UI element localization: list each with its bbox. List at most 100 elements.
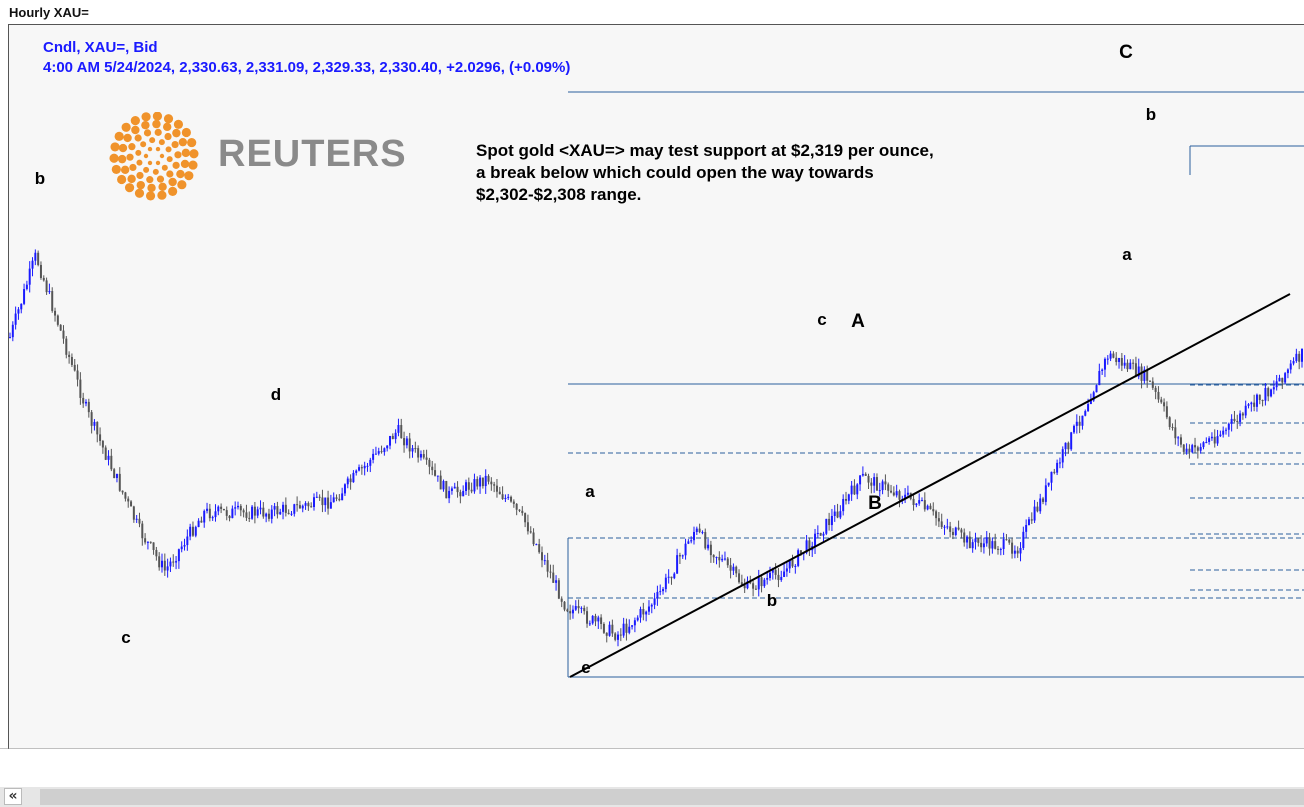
logo-dot <box>140 141 147 148</box>
candle-body <box>819 532 822 536</box>
candle-body <box>307 503 310 507</box>
candle-body <box>34 252 37 261</box>
candle-body <box>546 560 549 572</box>
candle-body <box>735 566 738 574</box>
candle-body <box>453 486 456 489</box>
candle-body <box>678 555 681 557</box>
horizontal-scrollbar[interactable]: « <box>0 787 1304 807</box>
candle-body <box>76 370 79 380</box>
candle-body <box>650 604 653 607</box>
logo-dot <box>154 128 162 136</box>
candle-body <box>740 582 743 586</box>
candle-body <box>861 473 864 476</box>
candle-body <box>479 477 482 487</box>
candle-body <box>222 508 225 511</box>
candle-body <box>363 465 366 469</box>
candle-body <box>177 549 180 562</box>
candle-body <box>169 561 172 567</box>
wave-label: a <box>1122 245 1132 264</box>
candle-body <box>982 543 985 548</box>
scroll-left-double-chevron-icon[interactable]: « <box>4 788 22 805</box>
candle-body <box>814 533 817 547</box>
candle-body <box>51 291 54 311</box>
logo-dot <box>127 174 136 184</box>
candle-body <box>1168 417 1171 427</box>
chart-plot-area[interactable] <box>8 24 1304 749</box>
candle-body <box>1149 380 1151 382</box>
candle-body <box>552 572 555 583</box>
candle-body <box>1284 373 1287 383</box>
candle-body <box>31 260 34 269</box>
candle-body <box>662 589 665 592</box>
candle-body <box>54 310 57 316</box>
candle-body <box>1042 498 1045 502</box>
logo-dot <box>123 133 132 143</box>
logo-dot <box>152 119 161 129</box>
candle-body <box>403 438 406 446</box>
candle-body <box>490 481 493 485</box>
logo-dot <box>163 114 174 124</box>
candle-body <box>1134 363 1137 377</box>
candle-body <box>1258 394 1261 401</box>
candle-body <box>1261 400 1264 402</box>
candle-body <box>476 479 479 487</box>
candle-body <box>997 548 999 550</box>
candle-body <box>977 538 980 543</box>
candle-body <box>73 364 76 371</box>
candle-body <box>422 454 425 458</box>
candle-body <box>647 606 650 612</box>
candle-body <box>1013 550 1016 554</box>
candle-body <box>1103 358 1106 370</box>
candle-body <box>386 445 389 449</box>
candle-body <box>833 511 836 516</box>
candle-body <box>132 506 135 520</box>
candle-body <box>377 451 380 454</box>
logo-dot <box>128 143 136 151</box>
logo-dot <box>189 149 199 159</box>
candle-body <box>155 549 158 557</box>
candle-body <box>825 518 828 534</box>
candle-body <box>1098 370 1101 386</box>
candle-body <box>1061 449 1064 463</box>
logo-dot <box>166 156 173 163</box>
candle-body <box>1011 542 1014 554</box>
candle-body <box>605 632 608 636</box>
wave-label: c <box>121 628 130 647</box>
candle-body <box>636 617 639 621</box>
logo-dot <box>109 153 119 163</box>
candle-body <box>887 484 890 491</box>
logo-dot <box>141 112 151 122</box>
candle-body <box>1225 429 1227 431</box>
candle-body <box>966 536 969 543</box>
candle-body <box>1025 524 1028 532</box>
candle-body <box>752 583 755 589</box>
candle-body <box>1247 404 1250 406</box>
logo-dot <box>152 112 163 121</box>
candle-body <box>104 447 107 460</box>
candle-body <box>431 466 434 471</box>
candle-body <box>529 531 532 533</box>
candle-body <box>425 457 428 460</box>
candle-body <box>988 537 991 549</box>
logo-dot <box>136 171 144 180</box>
scrollbar-track[interactable] <box>40 789 1304 805</box>
candle-body <box>411 448 414 452</box>
candle-body <box>1236 421 1239 423</box>
candle-body <box>566 609 569 612</box>
candle-body <box>526 522 529 532</box>
candle-body <box>37 252 40 265</box>
candle-body <box>1196 447 1199 451</box>
candle-body <box>355 470 358 473</box>
candle-body <box>926 505 929 510</box>
candle-body <box>673 573 676 579</box>
candle-body <box>625 623 628 633</box>
candle-body <box>290 513 293 515</box>
candle-body <box>1298 353 1301 362</box>
candle-body <box>518 509 521 511</box>
candle-body <box>709 544 712 556</box>
candle-body <box>96 421 99 435</box>
candle-body <box>82 397 85 404</box>
candle-body <box>577 606 580 609</box>
candle-body <box>194 527 197 536</box>
candle-body <box>428 459 431 467</box>
